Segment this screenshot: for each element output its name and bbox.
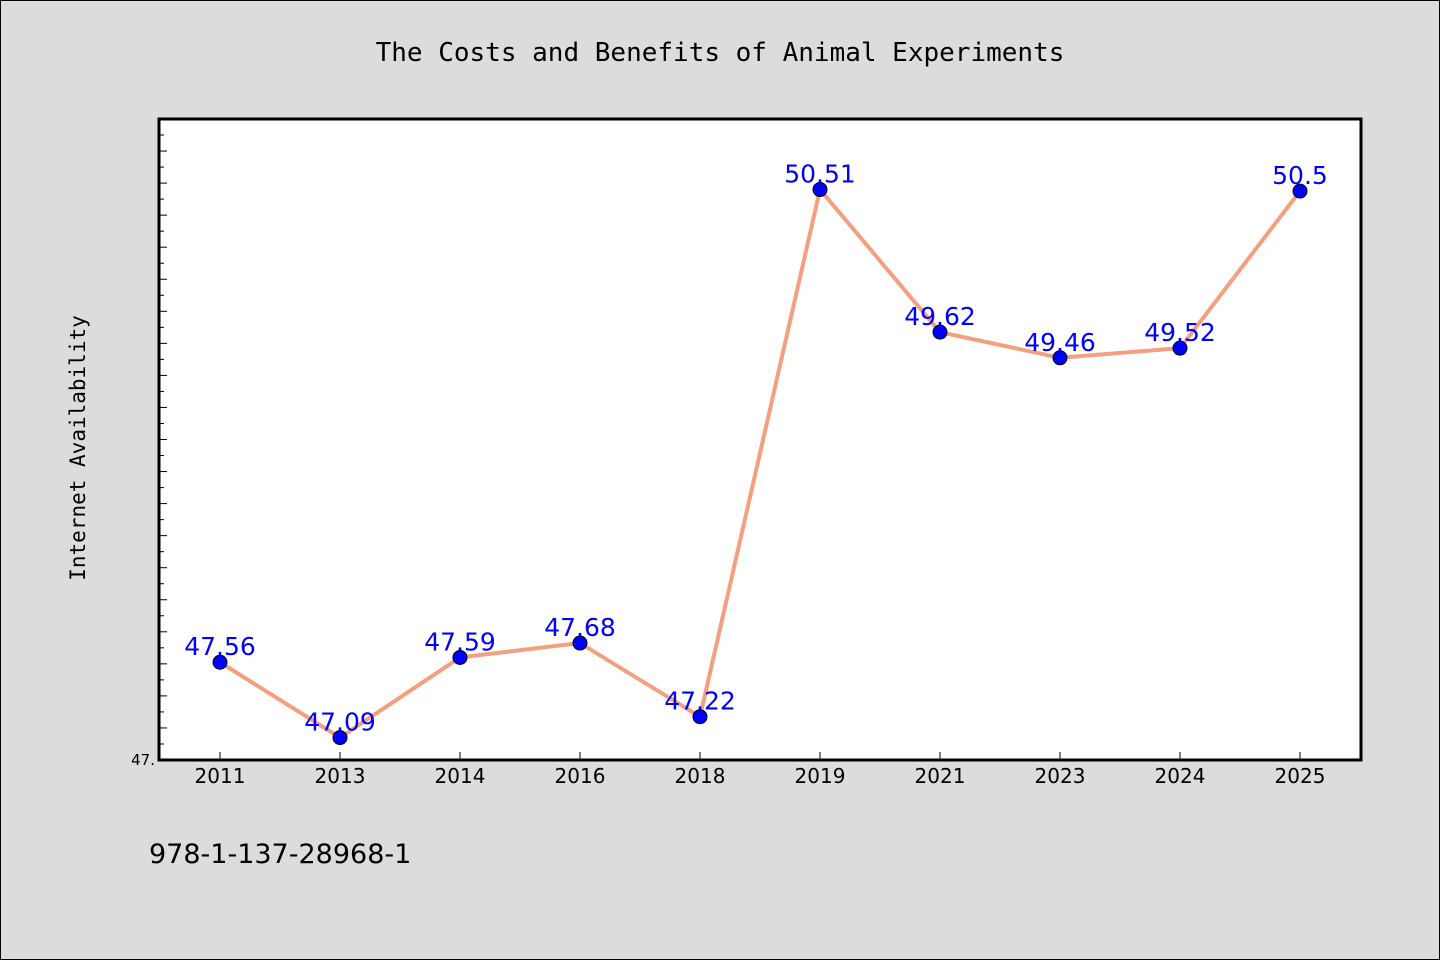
data-point: [812, 182, 828, 198]
x-tick-label: 2025: [1275, 764, 1326, 788]
footnote: 978-1-137-28968-1: [149, 839, 411, 870]
data-label: 47.59: [424, 627, 496, 656]
x-tick-label: 2011: [195, 764, 246, 788]
x-tick-label: 2021: [915, 764, 966, 788]
data-point: [332, 730, 348, 746]
data-point: [452, 649, 468, 665]
data-point: [692, 709, 708, 725]
x-tick-label: 2014: [435, 764, 486, 788]
data-labels: 47.56 47.09 47.59 47.68 47.22 50.51 49.62 49.46…: [184, 160, 1328, 737]
data-point: [1052, 350, 1068, 366]
x-tick-label: 2013: [315, 764, 366, 788]
x-tick-label: 2024: [1155, 764, 1206, 788]
axis-ticks: 47. 2011 2013 2014 2016 2018 2019 2021 2023 2024 2…: [131, 118, 1326, 788]
data-label: 50.5: [1272, 161, 1328, 190]
chart-title: The Costs and Benefits of Animal Experim…: [376, 38, 1065, 68]
data-label: 47.09: [304, 708, 376, 737]
data-label: 47.68: [544, 613, 616, 642]
data-label: 49.52: [1144, 318, 1216, 347]
data-point: [212, 654, 228, 670]
data-label: 49.46: [1024, 328, 1096, 357]
data-label: 49.62: [904, 302, 976, 331]
data-points: [212, 182, 1308, 746]
plot-border: [157, 117, 1363, 762]
data-point: [932, 324, 948, 340]
x-tick-label: 2016: [555, 764, 606, 788]
data-label: 47.56: [184, 632, 256, 661]
y-tick-label: 47.: [131, 751, 155, 769]
x-tick-label: 2023: [1035, 764, 1086, 788]
data-point: [1172, 340, 1188, 356]
x-tick-label: 2018: [675, 764, 726, 788]
data-label: 50.51: [784, 160, 856, 189]
x-tick-label: 2019: [795, 764, 846, 788]
plot-area: [159, 119, 1361, 760]
y-axis-label: Internet Availability: [66, 315, 90, 581]
data-label: 47.22: [664, 687, 736, 716]
data-point: [572, 635, 588, 651]
data-point: [1292, 183, 1308, 199]
series-line: [218, 187, 1302, 740]
